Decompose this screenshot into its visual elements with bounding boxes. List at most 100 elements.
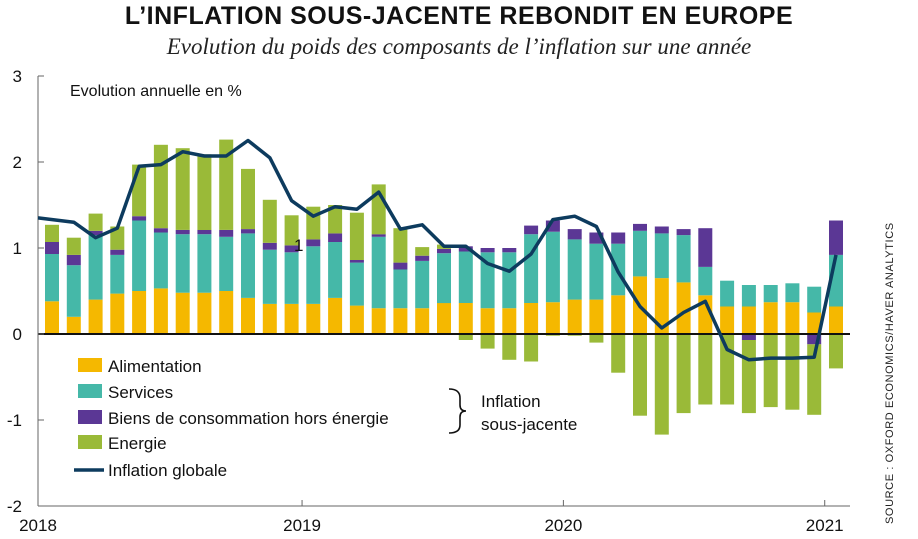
bar-2018-06-series-0 xyxy=(153,288,168,334)
bar-2020-09-series-3 xyxy=(741,340,756,414)
bar-2020-08-series-0 xyxy=(720,306,735,334)
bar-2018-09-series-1 xyxy=(219,236,234,291)
bar-2020-10-series-1 xyxy=(763,285,778,303)
bar-2020-12-series-2 xyxy=(807,334,822,345)
bar-2018-05-series-3 xyxy=(132,164,147,217)
bar-2019-07-series-0 xyxy=(437,303,451,334)
bar-2018-11-series-1 xyxy=(262,249,277,304)
chart-title: L’INFLATION SOUS-JACENTE REBONDIT EN EUR… xyxy=(124,2,794,30)
inflation-globale-line xyxy=(37,138,838,362)
legend-swatch-3 xyxy=(78,435,102,449)
bar-2020-06-series-3 xyxy=(676,334,691,414)
bar-2020-04-series-1 xyxy=(633,230,647,277)
y-tick-label: 1 xyxy=(13,239,22,258)
bar-2019-02-series-1 xyxy=(328,242,343,298)
bar-2020-12-series-3 xyxy=(807,344,822,415)
bar-2019-09-series-2 xyxy=(480,248,495,253)
y-tick-label: 3 xyxy=(13,67,22,86)
bar-2018-03-series-2 xyxy=(88,230,103,236)
bar-2020-07-series-3 xyxy=(698,334,713,405)
bar-2019-05-series-0 xyxy=(393,308,408,334)
bar-2020-01-series-2 xyxy=(567,229,582,240)
bar-2019-06-series-2 xyxy=(415,255,430,261)
bar-2020-05-series-2 xyxy=(654,226,669,234)
y-tick-label: -2 xyxy=(7,497,22,516)
bar-2018-05-series-2 xyxy=(132,216,147,221)
bar-2018-02-series-3 xyxy=(66,237,81,255)
bar-2018-02-series-0 xyxy=(66,316,81,334)
bar-2018-04-series-2 xyxy=(110,249,125,255)
bar-2019-10-series-3 xyxy=(502,334,517,360)
bar-2019-04-series-0 xyxy=(371,308,386,334)
bar-2020-09-series-1 xyxy=(741,285,756,307)
bar-2020-11-series-0 xyxy=(785,302,800,334)
bar-2020-06-series-2 xyxy=(676,229,691,236)
y-tick-label: 0 xyxy=(13,325,22,344)
bar-2018-01-series-0 xyxy=(45,301,59,334)
source-note: SOURCE : OXFORD ECONOMICS/HAVER ANALYTIC… xyxy=(884,222,896,524)
bar-2019-12-series-1 xyxy=(545,231,560,303)
bar-2018-03-series-1 xyxy=(88,235,103,300)
legend-label-3: Energie xyxy=(108,434,167,453)
bar-2018-10-series-3 xyxy=(241,168,255,230)
bar-2019-03-series-2 xyxy=(349,260,364,263)
bar-2021-01-series-2 xyxy=(829,220,843,255)
bar-2020-05-series-1 xyxy=(654,233,669,279)
bar-2019-05-series-2 xyxy=(393,262,408,270)
bar-2018-04-series-0 xyxy=(110,293,125,334)
bar-2020-07-series-1 xyxy=(698,266,713,296)
bar-2018-08-series-0 xyxy=(197,292,212,334)
bar-2020-03-series-0 xyxy=(611,295,626,334)
bar-2018-12-series-3 xyxy=(284,215,299,246)
annotation-label: 1 xyxy=(294,236,303,255)
legend: Alimentation Services Biens de consommatio… xyxy=(74,357,389,480)
bar-2018-09-series-2 xyxy=(219,229,234,237)
bar-2020-02-series-2 xyxy=(589,232,604,244)
bar-2020-05-series-0 xyxy=(654,278,669,334)
bar-2018-01-series-1 xyxy=(45,254,59,302)
bar-2020-05-series-3 xyxy=(654,334,669,435)
bar-2020-03-series-2 xyxy=(611,232,626,244)
bar-2020-06-series-0 xyxy=(676,282,691,334)
bar-2020-11-series-3 xyxy=(785,334,800,410)
y-tick-label: 2 xyxy=(13,153,22,172)
bracket-label-line1: Inflation xyxy=(481,392,541,411)
bar-2020-08-series-3 xyxy=(720,334,735,405)
bar-2018-03-series-3 xyxy=(88,213,103,231)
bar-2019-02-series-2 xyxy=(328,233,343,242)
bar-2020-09-series-0 xyxy=(741,306,756,334)
y-tick-label: -1 xyxy=(7,411,22,430)
bar-2019-01-series-0 xyxy=(306,303,321,334)
bar-2018-06-series-2 xyxy=(153,228,168,233)
bar-2018-08-series-1 xyxy=(197,234,212,293)
chart-subtitle: Evolution du poids des composants de l’i… xyxy=(166,34,752,59)
bar-2019-03-series-0 xyxy=(349,305,364,334)
bar-2018-10-series-1 xyxy=(241,233,255,298)
bar-2020-10-series-3 xyxy=(763,334,778,408)
bar-2019-09-series-0 xyxy=(480,308,495,334)
bar-2019-12-series-2 xyxy=(545,220,560,232)
bar-2020-02-series-3 xyxy=(589,334,604,343)
bar-2019-03-series-1 xyxy=(349,262,364,306)
bar-2018-10-series-2 xyxy=(241,229,255,234)
bar-2020-11-series-1 xyxy=(785,283,800,303)
bar-2020-01-series-0 xyxy=(567,299,582,334)
bar-2018-08-series-3 xyxy=(197,154,212,230)
bar-2020-12-series-1 xyxy=(807,286,822,313)
bar-2018-01-series-3 xyxy=(45,224,59,242)
bar-2018-10-series-0 xyxy=(241,297,255,334)
bar-2018-07-series-0 xyxy=(175,292,190,334)
bar-2020-07-series-2 xyxy=(698,228,713,267)
bar-2020-04-series-3 xyxy=(633,334,647,416)
bar-2019-01-series-1 xyxy=(306,246,321,304)
bar-2019-06-series-0 xyxy=(415,308,430,334)
x-tick-label: 2021 xyxy=(806,516,844,535)
bar-2018-11-series-0 xyxy=(262,303,277,334)
bar-2019-04-series-1 xyxy=(371,236,386,309)
x-tick-label: 2018 xyxy=(19,516,57,535)
bar-2018-09-series-0 xyxy=(219,291,234,334)
x-tick-label: 2019 xyxy=(283,516,321,535)
bar-2020-10-series-0 xyxy=(763,302,778,334)
bar-2021-01-series-3 xyxy=(829,334,843,369)
